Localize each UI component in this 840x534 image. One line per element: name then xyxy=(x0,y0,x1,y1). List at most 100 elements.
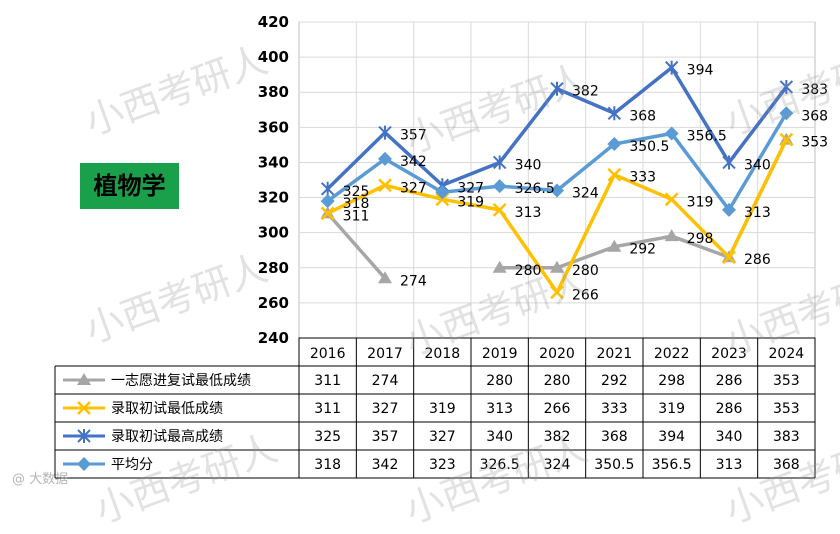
data-point-marker xyxy=(492,202,507,217)
table-cell: 326.5 xyxy=(480,457,520,473)
x-tick-label: 2019 xyxy=(482,346,518,362)
data-point-marker xyxy=(722,202,736,217)
data-label: 383 xyxy=(801,82,828,98)
table-cell: 357 xyxy=(372,429,399,445)
data-point-marker xyxy=(492,260,507,273)
data-point-marker xyxy=(435,185,450,200)
table-cell: 333 xyxy=(601,401,628,417)
data-label: 342 xyxy=(400,154,427,170)
data-label: 324 xyxy=(572,186,599,202)
table-cell: 340 xyxy=(716,429,743,445)
data-point-marker xyxy=(378,271,392,284)
data-point-marker xyxy=(320,194,335,209)
y-tick-label: 260 xyxy=(258,294,289,312)
data-point-marker xyxy=(77,457,91,471)
data-point-marker xyxy=(77,429,91,443)
table-cell: 323 xyxy=(429,457,456,473)
y-tick-label: 420 xyxy=(258,13,289,31)
table-cell: 319 xyxy=(658,401,685,417)
series-line xyxy=(326,212,387,280)
data-point-marker xyxy=(320,206,335,221)
table-cell: 298 xyxy=(658,373,685,389)
data-label: 274 xyxy=(400,273,427,289)
table-cell: 394 xyxy=(658,429,685,445)
y-tick-label: 300 xyxy=(258,224,289,242)
table-cell: 327 xyxy=(429,429,456,445)
table-cell: 342 xyxy=(372,457,399,473)
y-tick-label: 240 xyxy=(258,329,289,347)
table-cell: 325 xyxy=(314,429,341,445)
table-cell: 319 xyxy=(429,401,456,417)
data-point-marker xyxy=(779,106,794,121)
table-cell: 286 xyxy=(716,373,743,389)
table-cell: 368 xyxy=(773,457,800,473)
data-point-marker xyxy=(435,192,450,207)
x-tick-label: 2024 xyxy=(769,346,805,362)
chart-root: 240 260 280 300 320 340 360 380 400 420 274 280 280 2… xyxy=(12,13,840,532)
legend-entry: 录取初试最低成绩 xyxy=(111,400,223,417)
y-tick-label: 320 xyxy=(258,189,289,207)
data-label: 382 xyxy=(572,84,599,100)
table-cell: 368 xyxy=(601,429,628,445)
table-cell: 324 xyxy=(544,457,571,473)
x-tick-label: 2020 xyxy=(539,346,575,362)
y-tick-label: 280 xyxy=(258,259,289,277)
plot-area xyxy=(298,21,816,339)
data-label: 280 xyxy=(572,263,599,279)
data-point-marker xyxy=(607,106,622,121)
data-label: 340 xyxy=(744,157,771,173)
x-tick-label: 2021 xyxy=(597,346,633,362)
table-cell: 340 xyxy=(486,429,513,445)
data-label: 340 xyxy=(515,157,542,173)
data-label: 333 xyxy=(629,170,656,186)
data-table: 2016 2017 2018 2019 2020 2021 2022 2023 2024 一志愿进… xyxy=(54,337,816,479)
series-2 xyxy=(320,132,794,300)
data-label: 318 xyxy=(343,196,370,212)
table-cell: 274 xyxy=(372,373,399,389)
data-point-marker xyxy=(607,239,622,252)
table-cell: 313 xyxy=(716,457,743,473)
x-tick-label: 2022 xyxy=(654,346,690,362)
data-label: 280 xyxy=(515,263,542,279)
table-cell: 353 xyxy=(773,373,800,389)
table-cell: 280 xyxy=(544,373,571,389)
data-point-marker xyxy=(492,179,507,194)
data-point-marker xyxy=(320,181,335,196)
subject-badge: 植物学 xyxy=(80,163,179,209)
table-cell: 286 xyxy=(716,401,743,417)
table-cell: 327 xyxy=(372,401,399,417)
table-cell: 382 xyxy=(544,429,571,445)
x-tick-label: 2023 xyxy=(711,346,747,362)
table-cell: 353 xyxy=(773,401,800,417)
table-cell: 266 xyxy=(544,401,571,417)
series-4 xyxy=(320,106,794,217)
data-label: 350.5 xyxy=(629,139,669,155)
legend-entry: 录取初试最高成绩 xyxy=(111,428,223,445)
data-point-marker xyxy=(664,126,679,141)
table-cell: 350.5 xyxy=(594,457,634,473)
data-label: 368 xyxy=(629,108,656,124)
y-tick-label: 340 xyxy=(258,153,289,171)
data-label: 313 xyxy=(744,205,771,221)
data-point-marker xyxy=(550,260,564,273)
y-tick-label: 360 xyxy=(258,118,289,136)
data-point-marker xyxy=(550,81,564,96)
table-cell: 356.5 xyxy=(652,457,692,473)
data-point-marker xyxy=(77,401,91,415)
data-label: 326.5 xyxy=(515,181,555,197)
x-tick-label: 2016 xyxy=(310,346,346,362)
table-cell: 292 xyxy=(601,373,628,389)
data-label: 311 xyxy=(343,208,370,224)
data-point-marker xyxy=(779,132,794,147)
data-point-marker xyxy=(664,60,679,75)
data-point-marker xyxy=(607,167,622,182)
data-label: 394 xyxy=(687,63,714,79)
x-tick-label: 2017 xyxy=(367,346,403,362)
data-label: 266 xyxy=(572,287,599,303)
data-point-marker xyxy=(77,373,91,385)
table-cell: 318 xyxy=(314,457,341,473)
data-point-marker xyxy=(779,79,794,94)
data-label: 368 xyxy=(801,108,828,124)
footer-watermark: @ 大数据 xyxy=(12,472,69,487)
data-point-marker xyxy=(664,192,679,207)
